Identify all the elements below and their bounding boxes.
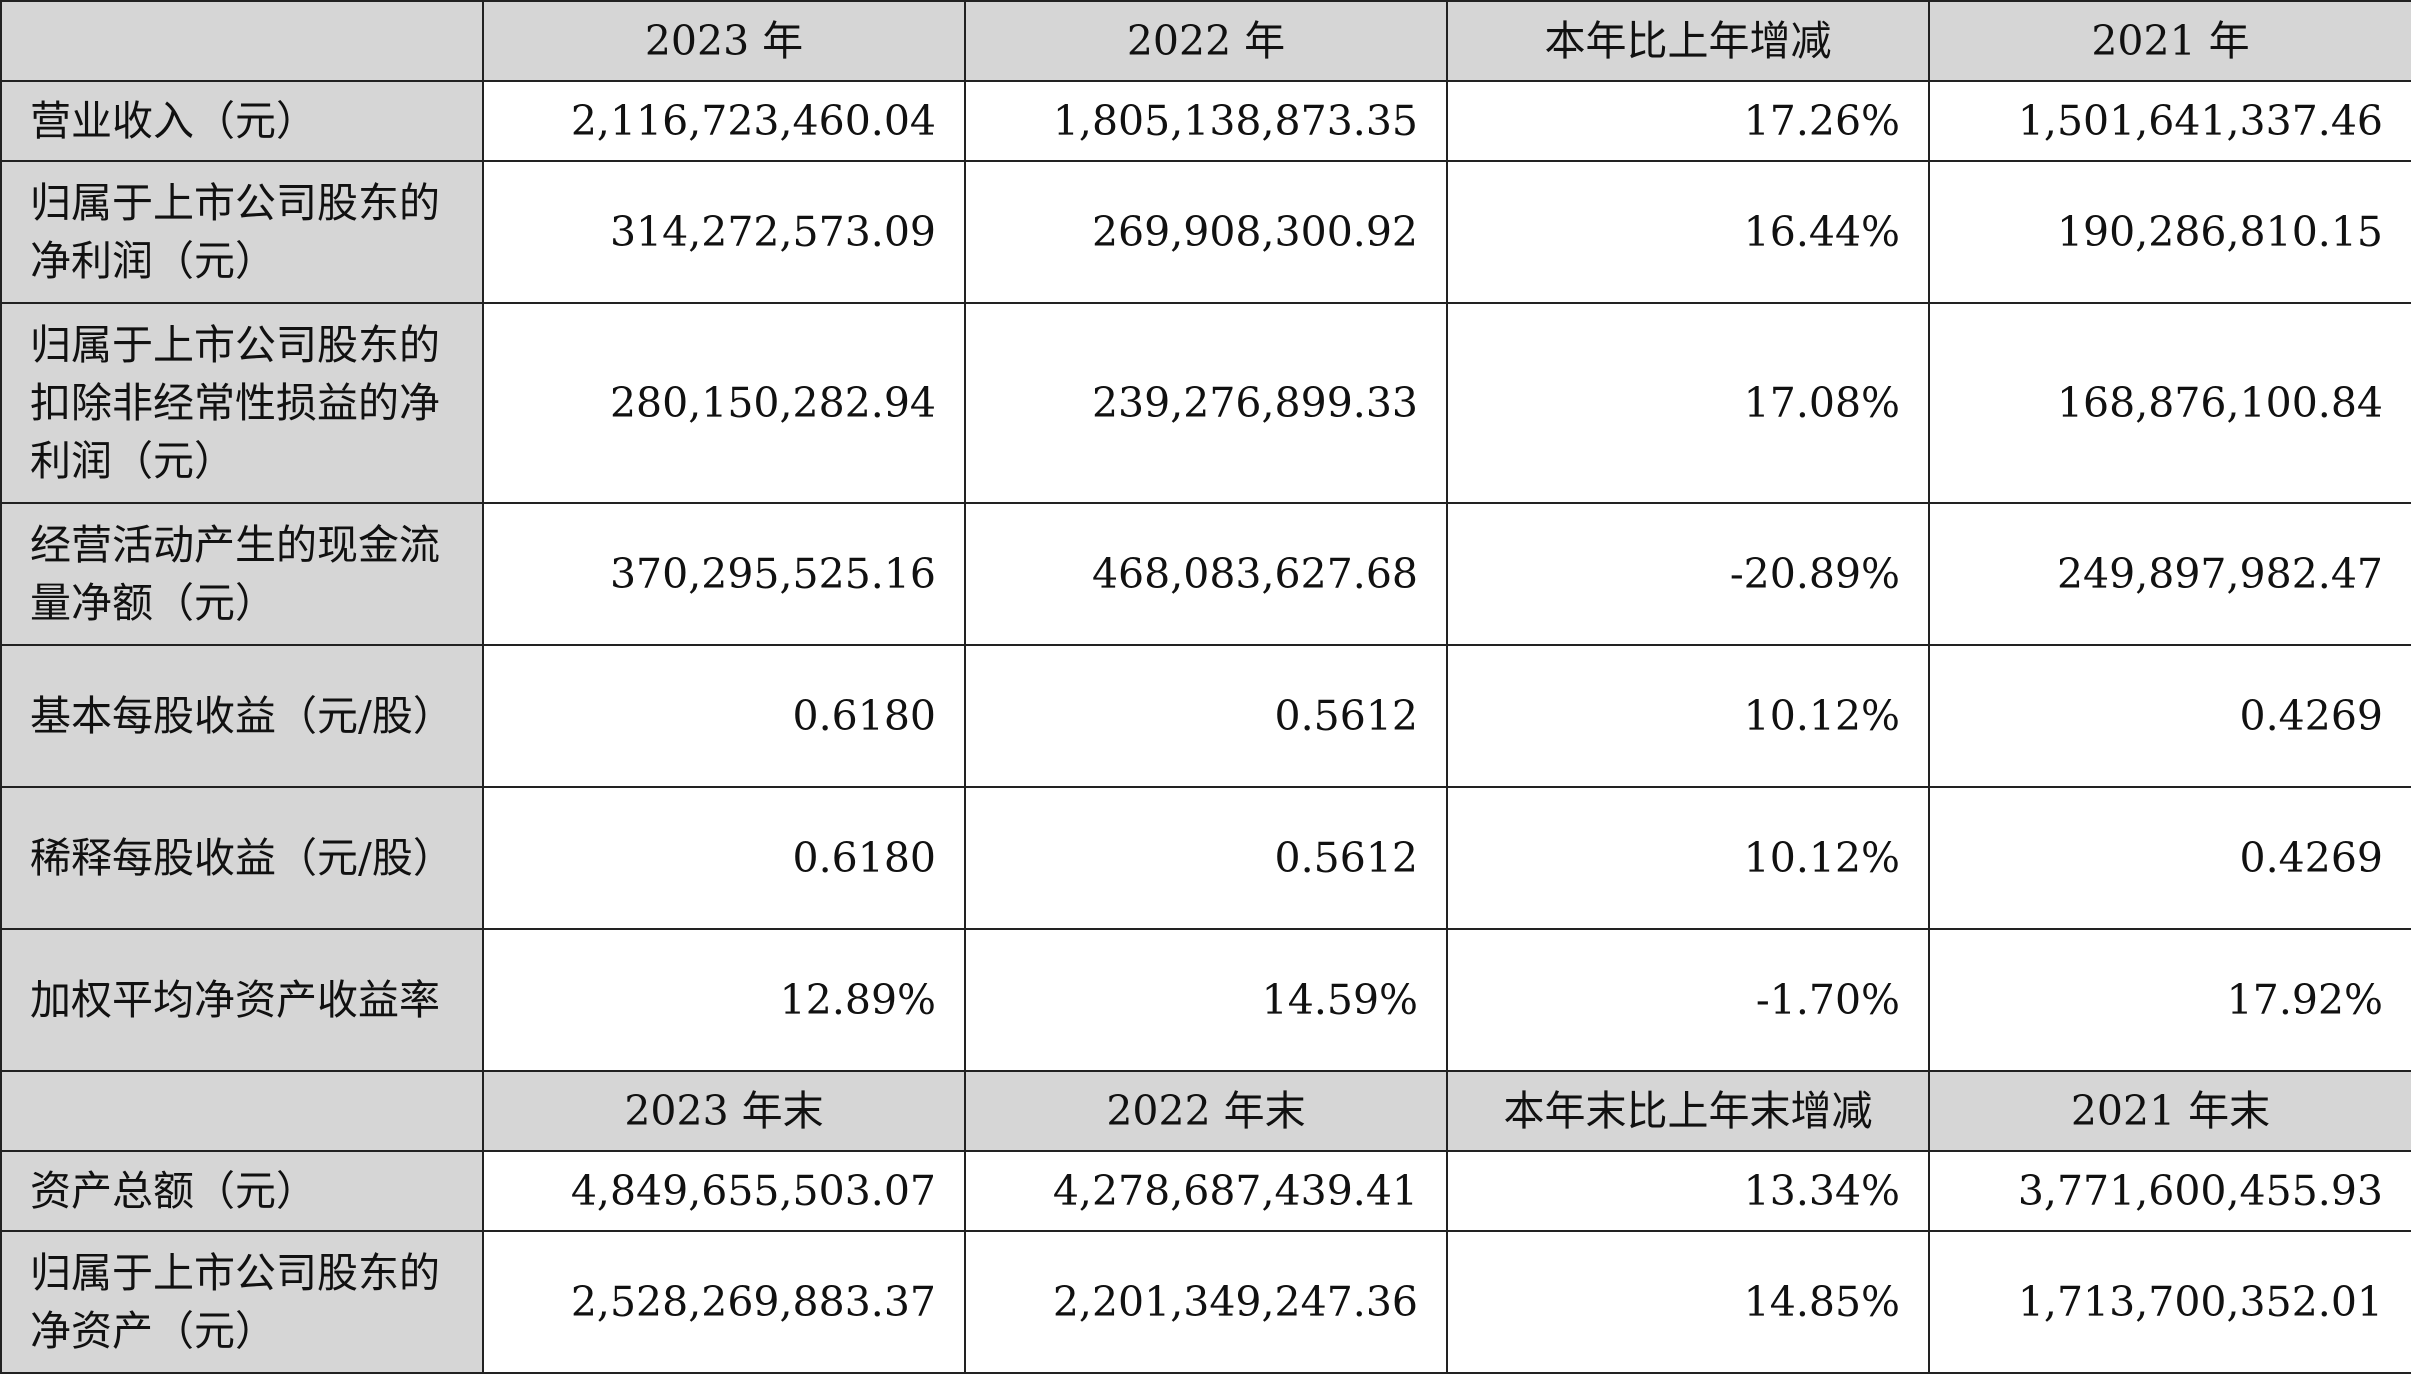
value-2022: 2,201,349,247.36 xyxy=(964,1230,1448,1374)
header-cell-2021-end: 2021 年末 xyxy=(1928,1070,2411,1152)
value-change: -20.89% xyxy=(1446,502,1930,646)
value-2022: 1,805,138,873.35 xyxy=(964,80,1448,162)
header-cell-2023: 2023 年 xyxy=(482,0,966,82)
value-2023: 2,116,723,460.04 xyxy=(482,80,966,162)
row-label: 归属于上市公司股东的扣除非经常性损益的净利润（元） xyxy=(0,302,484,504)
value-2022: 0.5612 xyxy=(964,644,1448,788)
header-cell-2023-end: 2023 年末 xyxy=(482,1070,966,1152)
header-cell-change: 本年比上年增减 xyxy=(1446,0,1930,82)
header-cell-change-end: 本年末比上年末增减 xyxy=(1446,1070,1930,1152)
value-2021: 190,286,810.15 xyxy=(1928,160,2411,304)
value-2021: 3,771,600,455.93 xyxy=(1928,1150,2411,1232)
value-2021: 1,501,641,337.46 xyxy=(1928,80,2411,162)
value-2023: 4,849,655,503.07 xyxy=(482,1150,966,1232)
value-2022: 0.5612 xyxy=(964,786,1448,930)
value-2022: 239,276,899.33 xyxy=(964,302,1448,504)
row-label: 经营活动产生的现金流量净额（元） xyxy=(0,502,484,646)
table-row-net-profit-excl: 归属于上市公司股东的扣除非经常性损益的净利润（元） 280,150,282.94… xyxy=(0,302,2411,504)
value-2021: 1,713,700,352.01 xyxy=(1928,1230,2411,1374)
header-cell-blank xyxy=(0,1070,484,1152)
row-label: 加权平均净资产收益率 xyxy=(0,928,484,1072)
value-2022: 269,908,300.92 xyxy=(964,160,1448,304)
value-2023: 370,295,525.16 xyxy=(482,502,966,646)
value-change: 16.44% xyxy=(1446,160,1930,304)
value-2021: 17.92% xyxy=(1928,928,2411,1072)
row-label: 稀释每股收益（元/股） xyxy=(0,786,484,930)
value-change: 17.08% xyxy=(1446,302,1930,504)
value-change: 14.85% xyxy=(1446,1230,1930,1374)
table-row-revenue: 营业收入（元） 2,116,723,460.04 1,805,138,873.3… xyxy=(0,80,2411,162)
header-cell-blank xyxy=(0,0,484,82)
table-row-net-profit: 归属于上市公司股东的净利润（元） 314,272,573.09 269,908,… xyxy=(0,160,2411,304)
row-label: 资产总额（元） xyxy=(0,1150,484,1232)
table-row-net-assets: 归属于上市公司股东的净资产（元） 2,528,269,883.37 2,201,… xyxy=(0,1230,2411,1374)
table-row-weighted-roe: 加权平均净资产收益率 12.89% 14.59% -1.70% 17.92% xyxy=(0,928,2411,1072)
value-2021: 168,876,100.84 xyxy=(1928,302,2411,504)
value-2023: 0.6180 xyxy=(482,644,966,788)
row-label: 基本每股收益（元/股） xyxy=(0,644,484,788)
header-cell-2022: 2022 年 xyxy=(964,0,1448,82)
value-2021: 0.4269 xyxy=(1928,644,2411,788)
value-change: 17.26% xyxy=(1446,80,1930,162)
value-2023: 2,528,269,883.37 xyxy=(482,1230,966,1374)
header-cell-2021: 2021 年 xyxy=(1928,0,2411,82)
value-change: 13.34% xyxy=(1446,1150,1930,1232)
value-change: 10.12% xyxy=(1446,644,1930,788)
table-row-basic-eps: 基本每股收益（元/股） 0.6180 0.5612 10.12% 0.4269 xyxy=(0,644,2411,788)
value-2023: 12.89% xyxy=(482,928,966,1072)
header-row-year-end: 2023 年末 2022 年末 本年末比上年末增减 2021 年末 xyxy=(0,1070,2411,1152)
value-2022: 468,083,627.68 xyxy=(964,502,1448,646)
table-row-diluted-eps: 稀释每股收益（元/股） 0.6180 0.5612 10.12% 0.4269 xyxy=(0,786,2411,930)
row-label: 归属于上市公司股东的净资产（元） xyxy=(0,1230,484,1374)
value-2022: 14.59% xyxy=(964,928,1448,1072)
table-row-total-assets: 资产总额（元） 4,849,655,503.07 4,278,687,439.4… xyxy=(0,1150,2411,1232)
value-2023: 0.6180 xyxy=(482,786,966,930)
value-2021: 249,897,982.47 xyxy=(1928,502,2411,646)
value-change: 10.12% xyxy=(1446,786,1930,930)
value-2023: 280,150,282.94 xyxy=(482,302,966,504)
value-2023: 314,272,573.09 xyxy=(482,160,966,304)
value-2022: 4,278,687,439.41 xyxy=(964,1150,1448,1232)
row-label: 归属于上市公司股东的净利润（元） xyxy=(0,160,484,304)
header-cell-2022-end: 2022 年末 xyxy=(964,1070,1448,1152)
table-row-operating-cash-flow: 经营活动产生的现金流量净额（元） 370,295,525.16 468,083,… xyxy=(0,502,2411,646)
value-change: -1.70% xyxy=(1446,928,1930,1072)
row-label: 营业收入（元） xyxy=(0,80,484,162)
value-2021: 0.4269 xyxy=(1928,786,2411,930)
header-row-annual: 2023 年 2022 年 本年比上年增减 2021 年 xyxy=(0,0,2411,82)
